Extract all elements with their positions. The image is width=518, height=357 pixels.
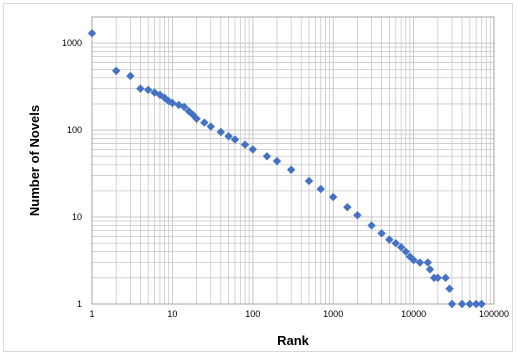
data-point (87, 29, 97, 38)
plot-border (91, 16, 495, 305)
data-point (143, 85, 153, 95)
data-point (179, 102, 189, 112)
data-point (477, 299, 486, 309)
scatter-chart: 1 10 100 1000 10000 100000 1 10 100 1000 Rank Nu… (27, 16, 509, 348)
x-tick-label: 10 (167, 309, 177, 319)
y-axis-title: Number of Novels (27, 105, 42, 216)
data-point (160, 93, 169, 103)
data-point (471, 299, 481, 309)
x-tick-label: 1000 (323, 309, 343, 319)
x-axis-title: Rank (277, 333, 310, 348)
x-tick-label: 1 (89, 309, 94, 319)
data-point (286, 165, 296, 174)
data-point (447, 299, 457, 309)
data-point (377, 229, 386, 238)
x-tick-label: 100 (245, 309, 260, 319)
data-point (445, 284, 454, 293)
x-tick-labels: 1 10 100 1000 10000 100000 (89, 309, 509, 319)
data-point (272, 156, 282, 166)
data-point (230, 135, 240, 144)
data-point (174, 100, 183, 110)
x-tick-label: 100000 (479, 309, 509, 319)
data-point (262, 152, 272, 161)
data-point (112, 66, 121, 76)
data-point (401, 247, 411, 256)
data-point (396, 243, 406, 252)
data-point (425, 265, 435, 274)
data-point (248, 145, 257, 154)
data-point (200, 118, 209, 127)
y-tick-label: 1000 (62, 38, 82, 48)
data-point (164, 97, 173, 106)
data-points (87, 29, 486, 309)
data-point (353, 211, 362, 220)
y-tick-labels: 1 10 100 1000 (62, 38, 82, 309)
data-point (150, 88, 159, 97)
chart-frame: 1 10 100 1000 10000 100000 1 10 100 1000 Rank Nu… (3, 3, 513, 352)
data-point (465, 299, 474, 309)
data-point (316, 184, 325, 194)
data-point (126, 71, 135, 81)
data-point (343, 202, 352, 212)
data-point (168, 98, 177, 108)
data-point (385, 235, 394, 244)
y-tick-label: 10 (72, 212, 82, 222)
grid-minor (92, 16, 494, 304)
data-point (441, 273, 450, 283)
data-point (457, 299, 467, 309)
data-point (206, 122, 215, 131)
data-point (415, 258, 425, 267)
data-point (216, 127, 226, 137)
data-point (433, 273, 443, 283)
data-point (224, 132, 233, 141)
grid-major (91, 17, 494, 305)
data-point (391, 239, 400, 248)
y-tick-label: 1 (77, 299, 82, 309)
data-point (423, 258, 432, 267)
plot-area-border (91, 16, 495, 305)
data-point (192, 114, 201, 123)
data-point (304, 176, 314, 186)
y-tick-label: 100 (67, 125, 82, 135)
data-point (136, 84, 145, 93)
x-tick-label: 10000 (401, 309, 426, 319)
data-point (184, 107, 194, 116)
data-point (367, 221, 376, 230)
data-point (155, 90, 165, 99)
data-point (329, 192, 338, 202)
data-point (240, 140, 250, 149)
